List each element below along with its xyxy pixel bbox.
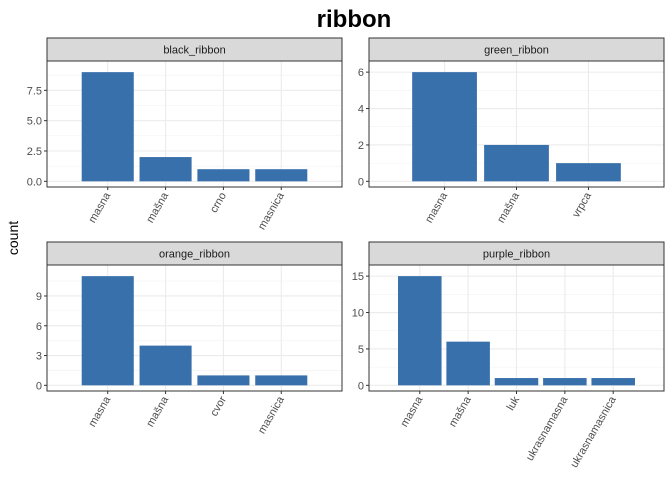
y-tick-label: 5.0 [27,116,42,128]
bar-green_ribbon-vrpca [556,163,621,182]
y-tick-label: 5 [358,344,364,356]
chart-title: ribbon [317,6,392,33]
x-tick-label: ukrasnamasna [524,394,571,463]
facet-green_ribbon: green_ribbon 0 2 4 6 masna mašna vrpca [358,37,665,225]
x-tick-label: mašna [447,394,474,429]
facet-orange_ribbon: orange_ribbon 0 3 6 9 masna mašna cvor masnica [36,241,343,436]
x-tick-label: crno [208,191,229,216]
y-tick-label: 3 [36,351,42,363]
bar-green_ribbon-mašna [484,144,549,182]
x-tick-label: masna [86,190,113,225]
x-tick-label: luk [505,394,523,413]
facet-strip-label: purple_ribbon [483,249,550,261]
facet-panels: black_ribbon 0.0 2.5 5.0 7.5 masna mašna crno ma… [27,37,665,470]
y-tick-label: 15 [352,271,364,283]
y-tick-label: 0.0 [27,176,42,188]
y-tick-label: 0 [36,380,42,392]
x-tick-label: masnica [256,190,287,232]
facet-strip-label: black_ribbon [163,45,225,57]
bar-black_ribbon-crno [197,169,250,182]
x-tick-label: mašna [144,394,171,429]
bar-black_ribbon-masna [81,72,134,182]
panel-border [46,60,343,188]
x-tick-label: vrpca [570,190,594,220]
bar-orange_ribbon-mašna [139,345,192,386]
bar-purple_ribbon-luk [494,378,539,386]
y-tick-label: 2.5 [27,146,42,158]
x-tick-label: masnica [256,394,287,436]
x-tick-label: masna [86,394,113,429]
bar-orange_ribbon-masnica [255,375,308,386]
y-tick-label: 7.5 [27,85,42,97]
y-tick-label: 6 [358,67,364,79]
y-tick-label: 2 [358,140,364,152]
bar-purple_ribbon-ukrasnamasna [543,378,587,386]
facet-strip-label: green_ribbon [484,45,549,57]
bar-green_ribbon-masna [412,72,477,182]
x-tick-label: ukrasnamasnica [568,394,619,470]
y-tick-label: 0 [358,176,364,188]
y-axis-label: count [5,221,21,255]
bar-black_ribbon-masnica [255,169,308,182]
y-tick-label: 10 [352,308,364,320]
facet-strip-label: orange_ribbon [159,249,230,261]
bar-purple_ribbon-masna [398,276,442,386]
x-tick-label: mašna [495,190,522,225]
y-tick-label: 4 [358,104,364,116]
bar-purple_ribbon-ukrasnamasnica [591,378,635,386]
bar-purple_ribbon-mašna [446,341,490,386]
bar-orange_ribbon-masna [81,276,134,386]
bar-black_ribbon-mašna [139,157,192,182]
y-tick-label: 0 [358,380,364,392]
x-tick-label: cvor [208,394,229,418]
y-tick-label: 9 [36,291,42,303]
x-tick-label: masna [423,190,450,225]
bar-orange_ribbon-cvor [197,375,250,386]
x-tick-label: masna [398,394,425,429]
facet-black_ribbon: black_ribbon 0.0 2.5 5.0 7.5 masna mašna crno ma… [27,37,343,232]
x-tick-label: mašna [144,190,171,225]
panel-border [46,264,343,392]
y-tick-label: 6 [36,321,42,333]
